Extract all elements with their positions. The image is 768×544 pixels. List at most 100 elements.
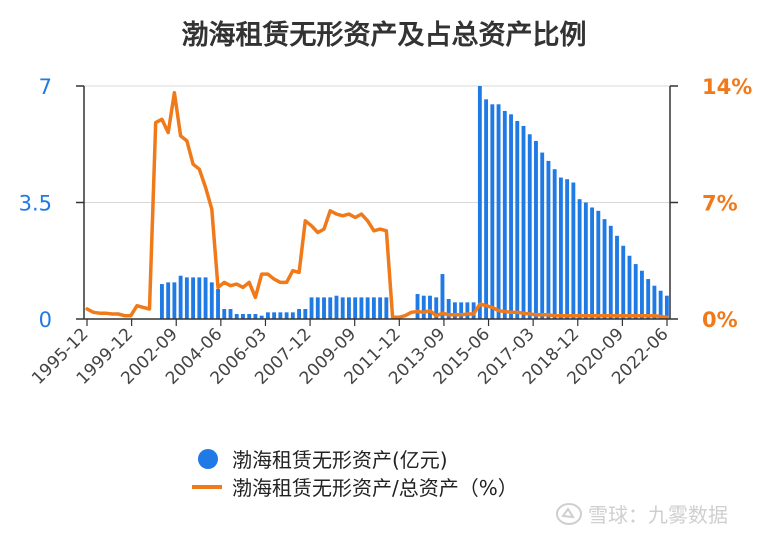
bar — [365, 297, 370, 319]
bar — [565, 179, 570, 319]
bar — [440, 274, 445, 319]
bar — [272, 312, 277, 319]
line-series — [85, 90, 669, 320]
bar — [452, 302, 457, 319]
bar — [278, 312, 283, 319]
bar — [496, 104, 501, 319]
bar — [571, 182, 576, 319]
bar — [197, 277, 202, 319]
watermark-text: 雪球：九雾数据 — [588, 503, 728, 527]
bar — [259, 315, 264, 319]
bar — [509, 114, 513, 320]
y-right-tick-labels: 0% 7% 14% — [702, 75, 752, 332]
bar — [502, 110, 507, 319]
bar — [290, 312, 295, 319]
bar — [602, 219, 607, 319]
bar — [421, 295, 426, 319]
bar — [209, 282, 214, 319]
y-right-tick-label: 14% — [702, 75, 752, 99]
bar — [590, 207, 595, 319]
y-right-tick-label: 7% — [702, 192, 738, 216]
axes — [76, 85, 678, 326]
bar — [216, 289, 220, 319]
bar — [558, 177, 563, 319]
y-left-tick-labels: 03.57 — [19, 75, 52, 332]
bar — [546, 160, 551, 319]
bar — [552, 169, 557, 319]
watermark: 雪球：九雾数据 — [556, 503, 728, 527]
bar — [640, 270, 644, 319]
snowball-logo-icon — [556, 503, 582, 525]
bar — [615, 235, 619, 319]
bar — [521, 125, 526, 319]
bar — [434, 297, 439, 319]
bar — [627, 255, 632, 319]
bar — [378, 297, 383, 319]
bar — [309, 297, 314, 319]
bar — [652, 285, 657, 319]
bar — [484, 99, 489, 319]
y-left-tick-label: 3.5 — [19, 192, 52, 216]
bar — [297, 309, 302, 319]
bar — [664, 295, 669, 319]
bar — [172, 282, 177, 319]
bar — [353, 297, 358, 319]
bar — [515, 120, 520, 319]
bar — [534, 140, 538, 319]
bar — [340, 297, 345, 319]
bar — [577, 199, 582, 319]
bar — [322, 297, 326, 319]
bar — [371, 297, 376, 319]
bar — [166, 282, 171, 319]
y-right-tick-label: 0% — [702, 308, 738, 332]
bar — [658, 290, 663, 319]
bar — [428, 295, 432, 319]
bar — [477, 86, 482, 319]
bar — [490, 104, 495, 319]
bar — [191, 277, 196, 319]
bar — [446, 299, 451, 319]
bar — [178, 275, 183, 319]
bar — [241, 314, 245, 319]
bar — [583, 202, 588, 319]
bar — [159, 284, 164, 319]
bar — [303, 309, 308, 319]
bar — [222, 309, 227, 319]
legend-line-label: 渤海租赁无形资产/总资产（%） — [232, 476, 518, 500]
bar — [247, 314, 252, 319]
bar — [228, 309, 233, 319]
legend: 渤海租赁无形资产(亿元) 渤海租赁无形资产/总资产（%） — [192, 448, 518, 500]
bar — [459, 302, 464, 319]
bar — [465, 302, 470, 319]
bar — [527, 134, 532, 319]
bar — [540, 152, 545, 319]
bar — [633, 264, 638, 319]
bar — [596, 210, 601, 319]
bar — [328, 297, 333, 319]
bar — [384, 297, 389, 319]
bar — [203, 277, 208, 319]
bar — [415, 294, 420, 319]
bar — [315, 297, 320, 319]
bar — [253, 314, 258, 319]
chart-title: 渤海租赁无形资产及占总资产比例 — [182, 20, 587, 51]
bar — [347, 297, 351, 319]
bar — [646, 279, 651, 319]
bar — [334, 295, 339, 319]
bar — [284, 312, 289, 319]
bar — [359, 297, 364, 319]
gridlines — [84, 85, 670, 320]
y-left-tick-label: 7 — [39, 75, 52, 99]
y-left-tick-label: 0 — [39, 308, 52, 332]
legend-bar-swatch — [198, 449, 218, 469]
bar — [184, 277, 189, 319]
legend-bar-label: 渤海租赁无形资产(亿元) — [232, 448, 448, 472]
x-axis-tick-labels: 1995-121999-122002-092004-062006-032007-… — [28, 324, 672, 388]
bar-series — [159, 86, 669, 320]
line-series-path — [85, 90, 669, 320]
bar — [234, 314, 239, 319]
bar — [621, 245, 626, 319]
bar — [265, 312, 270, 319]
